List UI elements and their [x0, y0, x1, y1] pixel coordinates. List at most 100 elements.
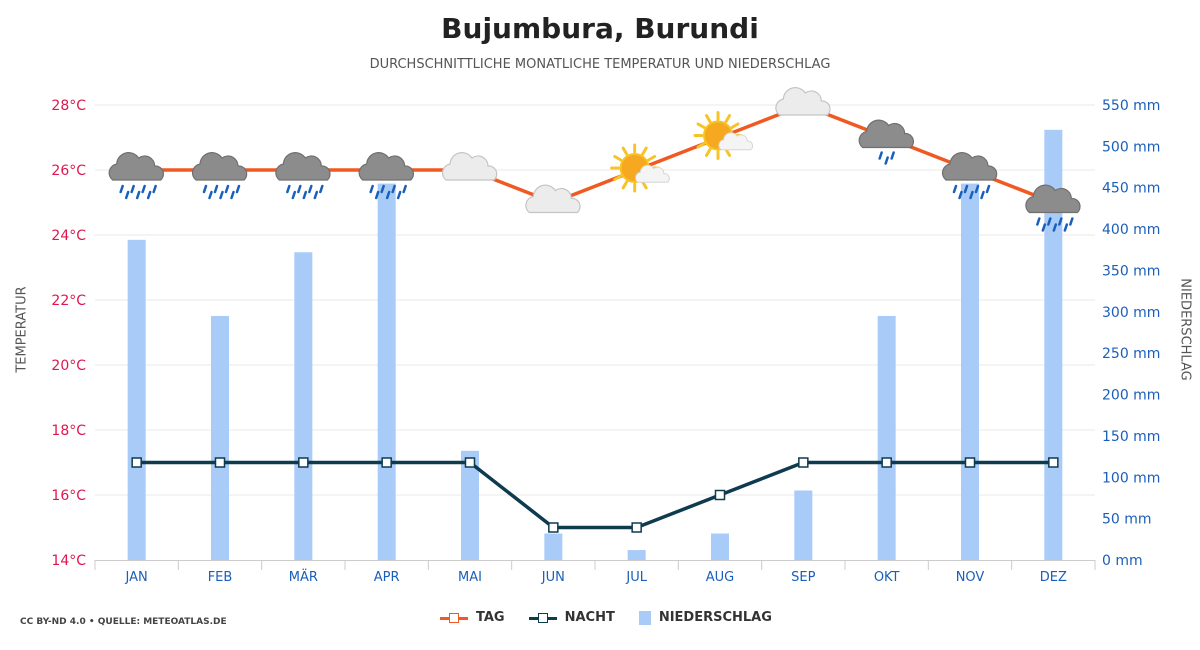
nacht-point: [1048, 457, 1059, 468]
cloud-shape: [275, 152, 331, 181]
source-credit: CC BY-ND 4.0 • QUELLE: METEOATLAS.DE: [20, 617, 227, 627]
legend-swatch-tag: [440, 611, 468, 625]
rain-drop: [135, 190, 141, 200]
heavy-rain-icon: [941, 152, 998, 200]
sun-ray: [613, 155, 623, 162]
rain-drop: [291, 190, 297, 200]
rain-drop: [952, 184, 958, 194]
x-tick-label: OKT: [874, 570, 900, 585]
small-cloud: [635, 164, 670, 183]
rain-drop: [308, 184, 313, 194]
x-tick-label: NOV: [956, 570, 985, 585]
rain-drop: [146, 190, 152, 200]
rain-drop: [286, 184, 291, 194]
y-tick-right: 550 mm: [1102, 98, 1160, 114]
rain-drop: [1047, 217, 1052, 226]
nacht-point: [214, 457, 226, 468]
precip-bar: [544, 533, 563, 560]
rain-drop: [963, 184, 969, 194]
partly-sunny-icon: [693, 111, 754, 160]
rain-drop: [313, 190, 319, 200]
precip-bar: [1044, 129, 1063, 560]
y-tick-left: 18°C: [51, 423, 86, 439]
nacht-point: [381, 457, 392, 468]
rain-drop: [208, 190, 213, 200]
rain-drop: [374, 190, 380, 200]
legend-item-tag[interactable]: TAG: [440, 610, 505, 625]
rain-drop: [969, 190, 974, 200]
x-tick-label: MAI: [458, 570, 482, 585]
sun-ray: [621, 180, 629, 190]
tag-line: [136, 103, 1054, 205]
rain-drop: [890, 151, 895, 160]
y-tick-right: 100 mm: [1102, 470, 1160, 486]
x-tick-label: SEP: [791, 570, 815, 585]
x-tick-label: FEB: [208, 570, 233, 585]
precip-bar: [211, 315, 229, 560]
x-tick-label: MÄR: [289, 569, 318, 585]
rain-drop: [380, 184, 385, 194]
rain-drop: [878, 151, 883, 160]
heavy-rain-icon: [358, 152, 415, 200]
precip-bar: [877, 315, 896, 560]
chart-subtitle: DURCHSCHNITTLICHE MONATLICHE TEMPERATUR …: [369, 57, 831, 72]
sun-ray: [724, 114, 731, 124]
y-tick-right: 350 mm: [1102, 263, 1160, 279]
rain-drop: [974, 184, 980, 194]
y-tick-left: 20°C: [51, 358, 86, 374]
rain-drop: [385, 190, 391, 200]
y-tick-right: 150 mm: [1102, 429, 1160, 445]
rain-drop: [202, 184, 208, 194]
rain-drop: [369, 184, 374, 194]
y-tick-right: 400 mm: [1102, 222, 1160, 238]
legend-label-tag: TAG: [476, 610, 505, 625]
sun-ray: [641, 180, 648, 190]
x-tick-label: JAN: [125, 570, 148, 585]
nacht-line: [136, 460, 1054, 530]
y-tick-left: 26°C: [51, 163, 86, 179]
cloud-shape: [858, 119, 915, 149]
precip-bar: [377, 183, 396, 560]
y-tick-right: 500 mm: [1102, 139, 1160, 155]
rain-drop: [391, 184, 396, 194]
x-tick-label: JUN: [541, 570, 565, 585]
cloud-shape: [108, 152, 165, 181]
cloud-shape: [775, 87, 831, 116]
y-tick-left: 24°C: [51, 228, 86, 244]
chart-title: Bujumbura, Burundi: [441, 12, 759, 45]
rain-drop: [219, 190, 224, 200]
light-rain-icon: [858, 119, 915, 165]
y-tick-right: 250 mm: [1102, 346, 1160, 362]
rain-drop: [141, 184, 146, 194]
sun-ray: [705, 114, 712, 124]
cloud-shape: [441, 152, 498, 181]
nacht-point: [131, 457, 142, 468]
legend-item-niederschlag[interactable]: NIEDERSCHLAG: [638, 610, 772, 625]
x-tick-label: AUG: [706, 570, 734, 585]
rain-drop: [224, 184, 230, 194]
rain-drop: [297, 184, 302, 194]
legend-swatch-nacht: [528, 611, 557, 625]
rain-drop: [396, 190, 402, 200]
rain-drop: [958, 190, 963, 200]
rain-drop: [213, 184, 219, 194]
partly-sunny-icon: [610, 143, 670, 193]
rain-drop: [1063, 223, 1069, 232]
legend-label-nacht: NACHT: [564, 610, 615, 625]
rain-drop: [884, 156, 889, 165]
cloud-shape: [191, 152, 248, 181]
small-cloud: [718, 132, 754, 151]
sun-ray: [705, 147, 712, 157]
cloud-icon: [525, 184, 581, 214]
rain-drop: [1052, 223, 1058, 232]
nacht-point: [631, 522, 642, 533]
y-tick-left: 14°C: [51, 553, 86, 569]
cloud-shape: [1025, 184, 1081, 214]
precip-bar: [961, 183, 979, 560]
cloud-icon: [441, 152, 498, 181]
rain-drop: [1036, 217, 1041, 226]
legend-item-nacht[interactable]: NACHT: [528, 610, 615, 625]
rain-drop: [1041, 223, 1047, 232]
legend-swatch-niederschlag: [638, 610, 651, 625]
rain-drop: [985, 184, 991, 194]
